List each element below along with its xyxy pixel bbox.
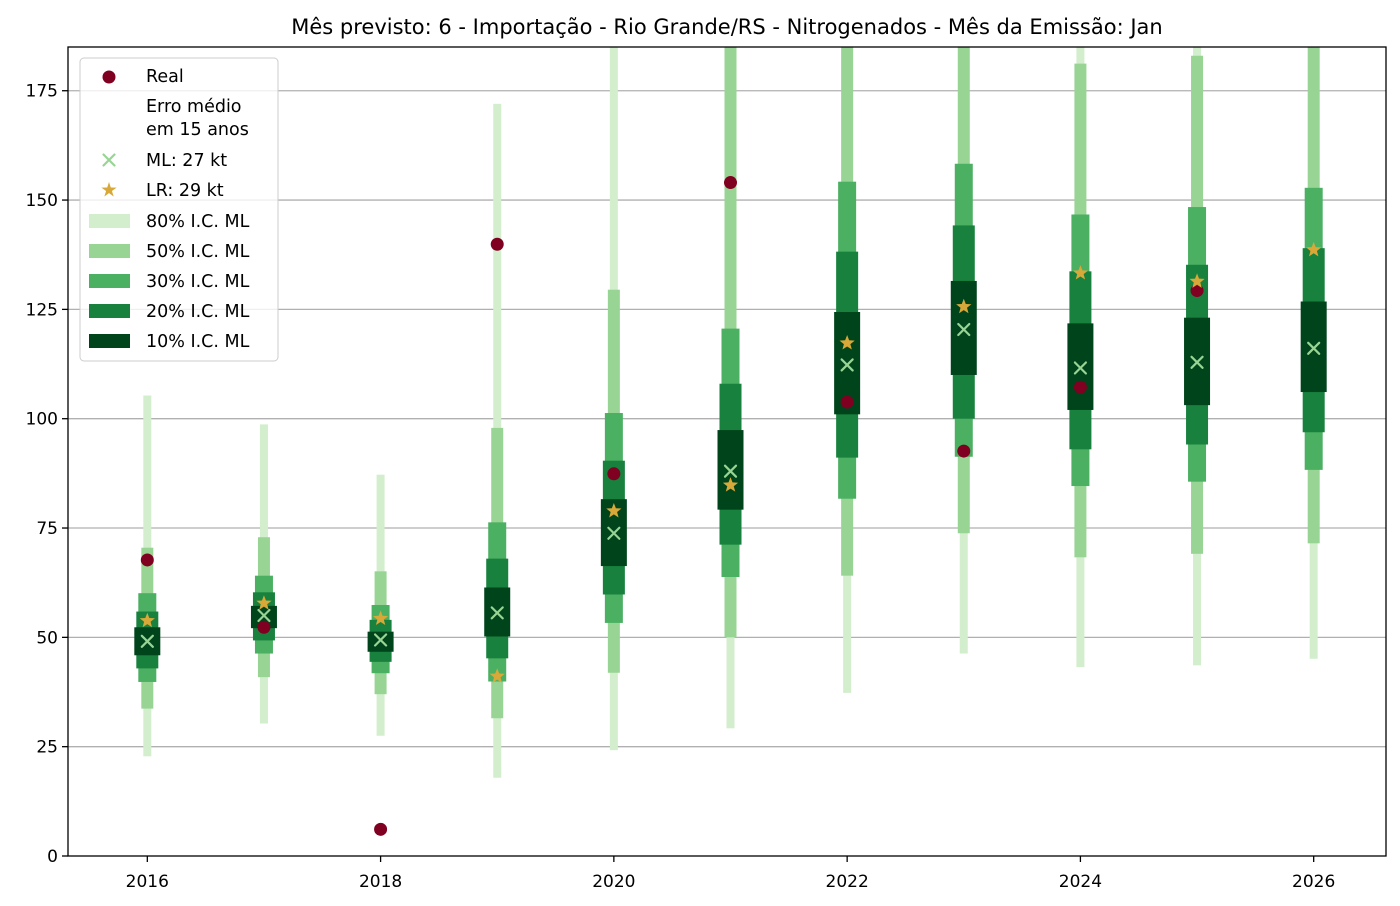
ml-point xyxy=(1073,361,1088,375)
ml-point-stroke xyxy=(257,608,271,623)
x-tick-label: 2020 xyxy=(592,872,635,892)
ml-point xyxy=(1190,355,1204,369)
legend-ci10-swatch xyxy=(89,334,130,348)
ml-point-stroke xyxy=(1190,355,1204,369)
legend-ci30-swatch xyxy=(89,274,130,288)
x-tick-label: 2022 xyxy=(826,872,869,892)
legend-ci20-label: 20% I.C. ML xyxy=(146,302,250,322)
ml-point-stroke xyxy=(723,464,738,478)
y-tick-label: 175 xyxy=(26,82,58,102)
real-point xyxy=(140,553,154,567)
legend-ci10-label: 10% I.C. ML xyxy=(146,332,250,352)
axes: 0 25 50 75 100 125 150 175 2016 2018 2020 2022 2024 2… xyxy=(26,82,1336,892)
ml-point-stroke xyxy=(840,358,854,372)
y-tick-label: 25 xyxy=(36,738,58,758)
lr-point xyxy=(139,612,155,628)
ml-point-stroke xyxy=(140,634,154,648)
real-point xyxy=(607,467,621,481)
legend-ci30-label: 30% I.C. ML xyxy=(146,272,250,292)
y-tick-label: 100 xyxy=(26,410,58,430)
legend-ci80-swatch xyxy=(89,214,130,228)
ci10-bar xyxy=(367,631,394,652)
ml-point xyxy=(840,358,854,372)
legend-lr-label: LR: 29 kt xyxy=(146,181,224,201)
y-tick-label: 75 xyxy=(36,519,58,539)
confidence-intervals xyxy=(134,47,1327,778)
lr-point xyxy=(1306,241,1322,257)
real-point xyxy=(840,395,854,409)
ml-point-stroke xyxy=(490,606,504,620)
lr-point xyxy=(722,477,739,492)
legend-ml-label: ML: 27 kt xyxy=(146,151,227,171)
legend-ci50-label: 50% I.C. ML xyxy=(146,242,250,262)
lr-point xyxy=(839,335,855,350)
chart-title: Mês previsto: 6 - Importação - Rio Grand… xyxy=(291,15,1162,39)
legend-ci80-label: 80% I.C. ML xyxy=(146,212,250,232)
real-point xyxy=(257,620,271,634)
ml-point-stroke xyxy=(373,633,388,647)
lr-point xyxy=(256,595,272,610)
real-point xyxy=(723,176,737,190)
ml-point-stroke xyxy=(1073,361,1088,375)
ml-point xyxy=(723,464,738,478)
ml-point xyxy=(957,322,971,337)
x-tick-label: 2016 xyxy=(126,872,169,892)
x-tick-label: 2026 xyxy=(1292,872,1335,892)
real-point xyxy=(1073,380,1087,394)
real-point xyxy=(490,237,504,251)
y-tick-label: 0 xyxy=(47,847,58,867)
ml-point-stroke xyxy=(957,322,971,337)
legend-error-header-line2: em 15 anos xyxy=(146,120,249,140)
y-tick-label: 50 xyxy=(36,628,58,648)
lr-point xyxy=(372,610,389,626)
lr-point xyxy=(606,502,622,518)
legend-ml-marker xyxy=(102,153,116,167)
y-tick-label: 150 xyxy=(26,191,58,211)
real-point xyxy=(374,822,388,836)
x-tick-label: 2024 xyxy=(1059,872,1102,892)
legend-lr-marker xyxy=(101,182,117,197)
legend-ci20-swatch xyxy=(89,304,130,318)
ml-point xyxy=(373,633,388,647)
data-markers xyxy=(139,176,1322,836)
ml-point-stroke xyxy=(1307,341,1321,355)
ml-point xyxy=(1307,341,1321,355)
real-point xyxy=(957,444,971,458)
lr-point xyxy=(1189,273,1205,288)
legend-real-label: Real xyxy=(146,67,184,87)
real-point xyxy=(1190,284,1204,298)
legend-real-marker xyxy=(102,70,116,84)
ml-point xyxy=(607,526,621,540)
legend-ci50-swatch xyxy=(89,244,130,258)
plot-frame xyxy=(67,46,1387,857)
lr-point xyxy=(1072,265,1089,280)
ml-point xyxy=(140,634,154,648)
legend: Real Erro médio em 15 anos ML: 27 kt LR:… xyxy=(79,57,279,362)
x-tick-label: 2018 xyxy=(359,872,402,892)
ml-point xyxy=(257,608,271,623)
y-tick-label: 125 xyxy=(26,300,58,320)
ml-point-stroke xyxy=(607,526,621,540)
lr-point xyxy=(956,298,972,314)
ml-point xyxy=(490,606,504,620)
lr-point xyxy=(489,668,505,683)
legend-error-header-line1: Erro médio xyxy=(146,97,242,117)
